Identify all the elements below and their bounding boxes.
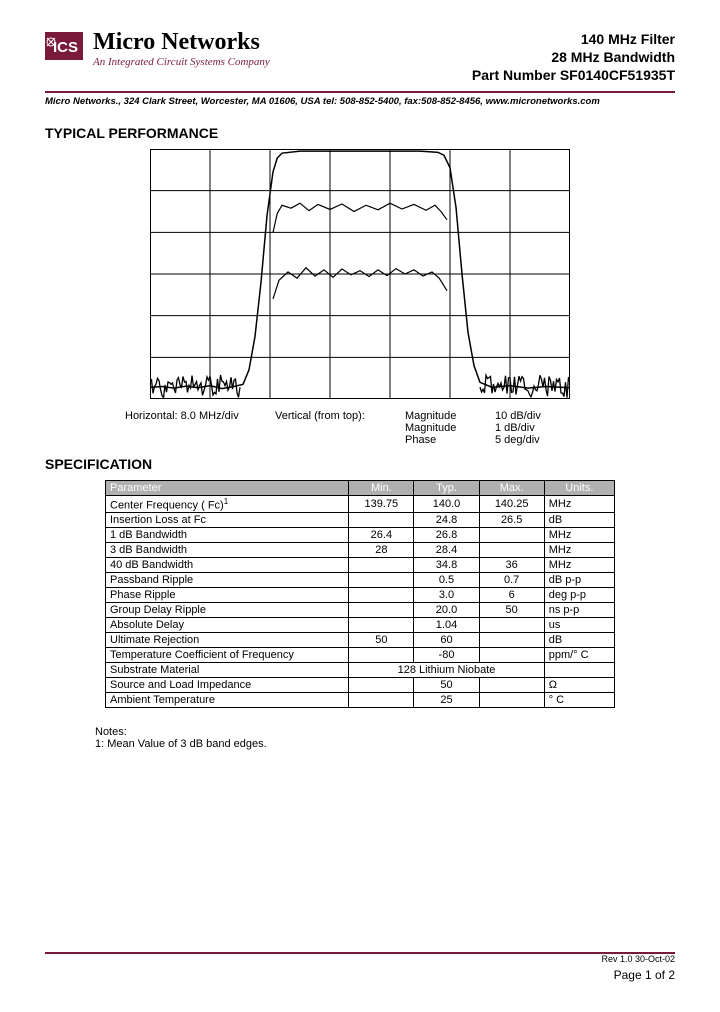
title-line-2: 28 MHz Bandwidth xyxy=(472,48,675,66)
spec-th: Units. xyxy=(544,480,614,495)
title-line-3: Part Number SF0140CF51935T xyxy=(472,66,675,84)
spec-table: ParameterMin.Typ.Max.Units.Center Freque… xyxy=(105,480,615,709)
table-row: Center Frequency ( Fc)1139.75140.0140.25… xyxy=(106,495,615,513)
table-row: Passband Ripple0.50.7dB p-p xyxy=(106,573,615,588)
logo-icon: ICS xyxy=(45,30,87,64)
table-row: 1 dB Bandwidth26.426.8MHz xyxy=(106,528,615,543)
header-rule xyxy=(45,91,675,93)
logo-block: ICS Micro Networks An Integrated Circuit… xyxy=(45,30,270,68)
spec-th: Min. xyxy=(349,480,414,495)
scale-name-1: Magnitude xyxy=(405,422,495,434)
table-row: Group Delay Ripple20.050ns p-p xyxy=(106,603,615,618)
spec-th: Max. xyxy=(479,480,544,495)
title-block: 140 MHz Filter 28 MHz Bandwidth Part Num… xyxy=(472,30,675,85)
scale-val-2: 5 deg/div xyxy=(495,434,575,446)
notes-heading: Notes: xyxy=(95,726,675,738)
footer: Rev 1.0 30-Oct-02 Page 1 of 2 xyxy=(45,952,675,982)
chart-vertical-label: Vertical (from top): xyxy=(275,410,405,446)
company-sub: An Integrated Circuit Systems Company xyxy=(93,56,270,68)
table-row: 3 dB Bandwidth2828.4MHz xyxy=(106,543,615,558)
header: ICS Micro Networks An Integrated Circuit… xyxy=(45,30,675,85)
table-row: Ultimate Rejection5060dB xyxy=(106,633,615,648)
specification-heading: SPECIFICATION xyxy=(45,456,675,472)
spec-th: Parameter xyxy=(106,480,349,495)
chart-scale-values: 10 dB/div 1 dB/div 5 deg/div xyxy=(495,410,575,446)
scale-val-1: 1 dB/div xyxy=(495,422,575,434)
table-row: Temperature Coefficient of Frequency-80p… xyxy=(106,648,615,663)
table-row: 40 dB Bandwidth34.836MHz xyxy=(106,558,615,573)
note-1: 1: Mean Value of 3 dB band edges. xyxy=(95,738,675,750)
spec-th: Typ. xyxy=(414,480,479,495)
scale-name-0: Magnitude xyxy=(405,410,495,422)
chart-scale-names: Magnitude Magnitude Phase xyxy=(405,410,495,446)
footer-rev: Rev 1.0 30-Oct-02 xyxy=(45,954,675,964)
svg-text:ICS: ICS xyxy=(53,39,78,56)
title-line-1: 140 MHz Filter xyxy=(472,30,675,48)
notes: Notes: 1: Mean Value of 3 dB band edges. xyxy=(95,726,675,750)
performance-chart xyxy=(150,149,570,399)
table-row: Source and Load Impedance50Ω xyxy=(106,678,615,693)
company-main: Micro Networks xyxy=(93,30,270,54)
chart-container xyxy=(45,149,675,404)
table-row: Substrate Material128 Lithium Niobate xyxy=(106,663,615,678)
chart-axis-labels: Horizontal: 8.0 MHz/div Vertical (from t… xyxy=(125,410,675,446)
table-row: Insertion Loss at Fc24.826.5dB xyxy=(106,513,615,528)
footer-page: Page 1 of 2 xyxy=(45,968,675,982)
chart-horizontal-label: Horizontal: 8.0 MHz/div xyxy=(125,410,275,446)
page: ICS Micro Networks An Integrated Circuit… xyxy=(0,0,720,1012)
scale-name-2: Phase xyxy=(405,434,495,446)
company-name: Micro Networks An Integrated Circuit Sys… xyxy=(93,30,270,68)
table-row: Absolute Delay1.04us xyxy=(106,618,615,633)
table-row: Phase Ripple3.06deg p-p xyxy=(106,588,615,603)
scale-val-0: 10 dB/div xyxy=(495,410,575,422)
performance-heading: TYPICAL PERFORMANCE xyxy=(45,125,675,141)
table-row: Ambient Temperature25° C xyxy=(106,693,615,708)
address-line: Micro Networks., 324 Clark Street, Worce… xyxy=(45,96,675,107)
